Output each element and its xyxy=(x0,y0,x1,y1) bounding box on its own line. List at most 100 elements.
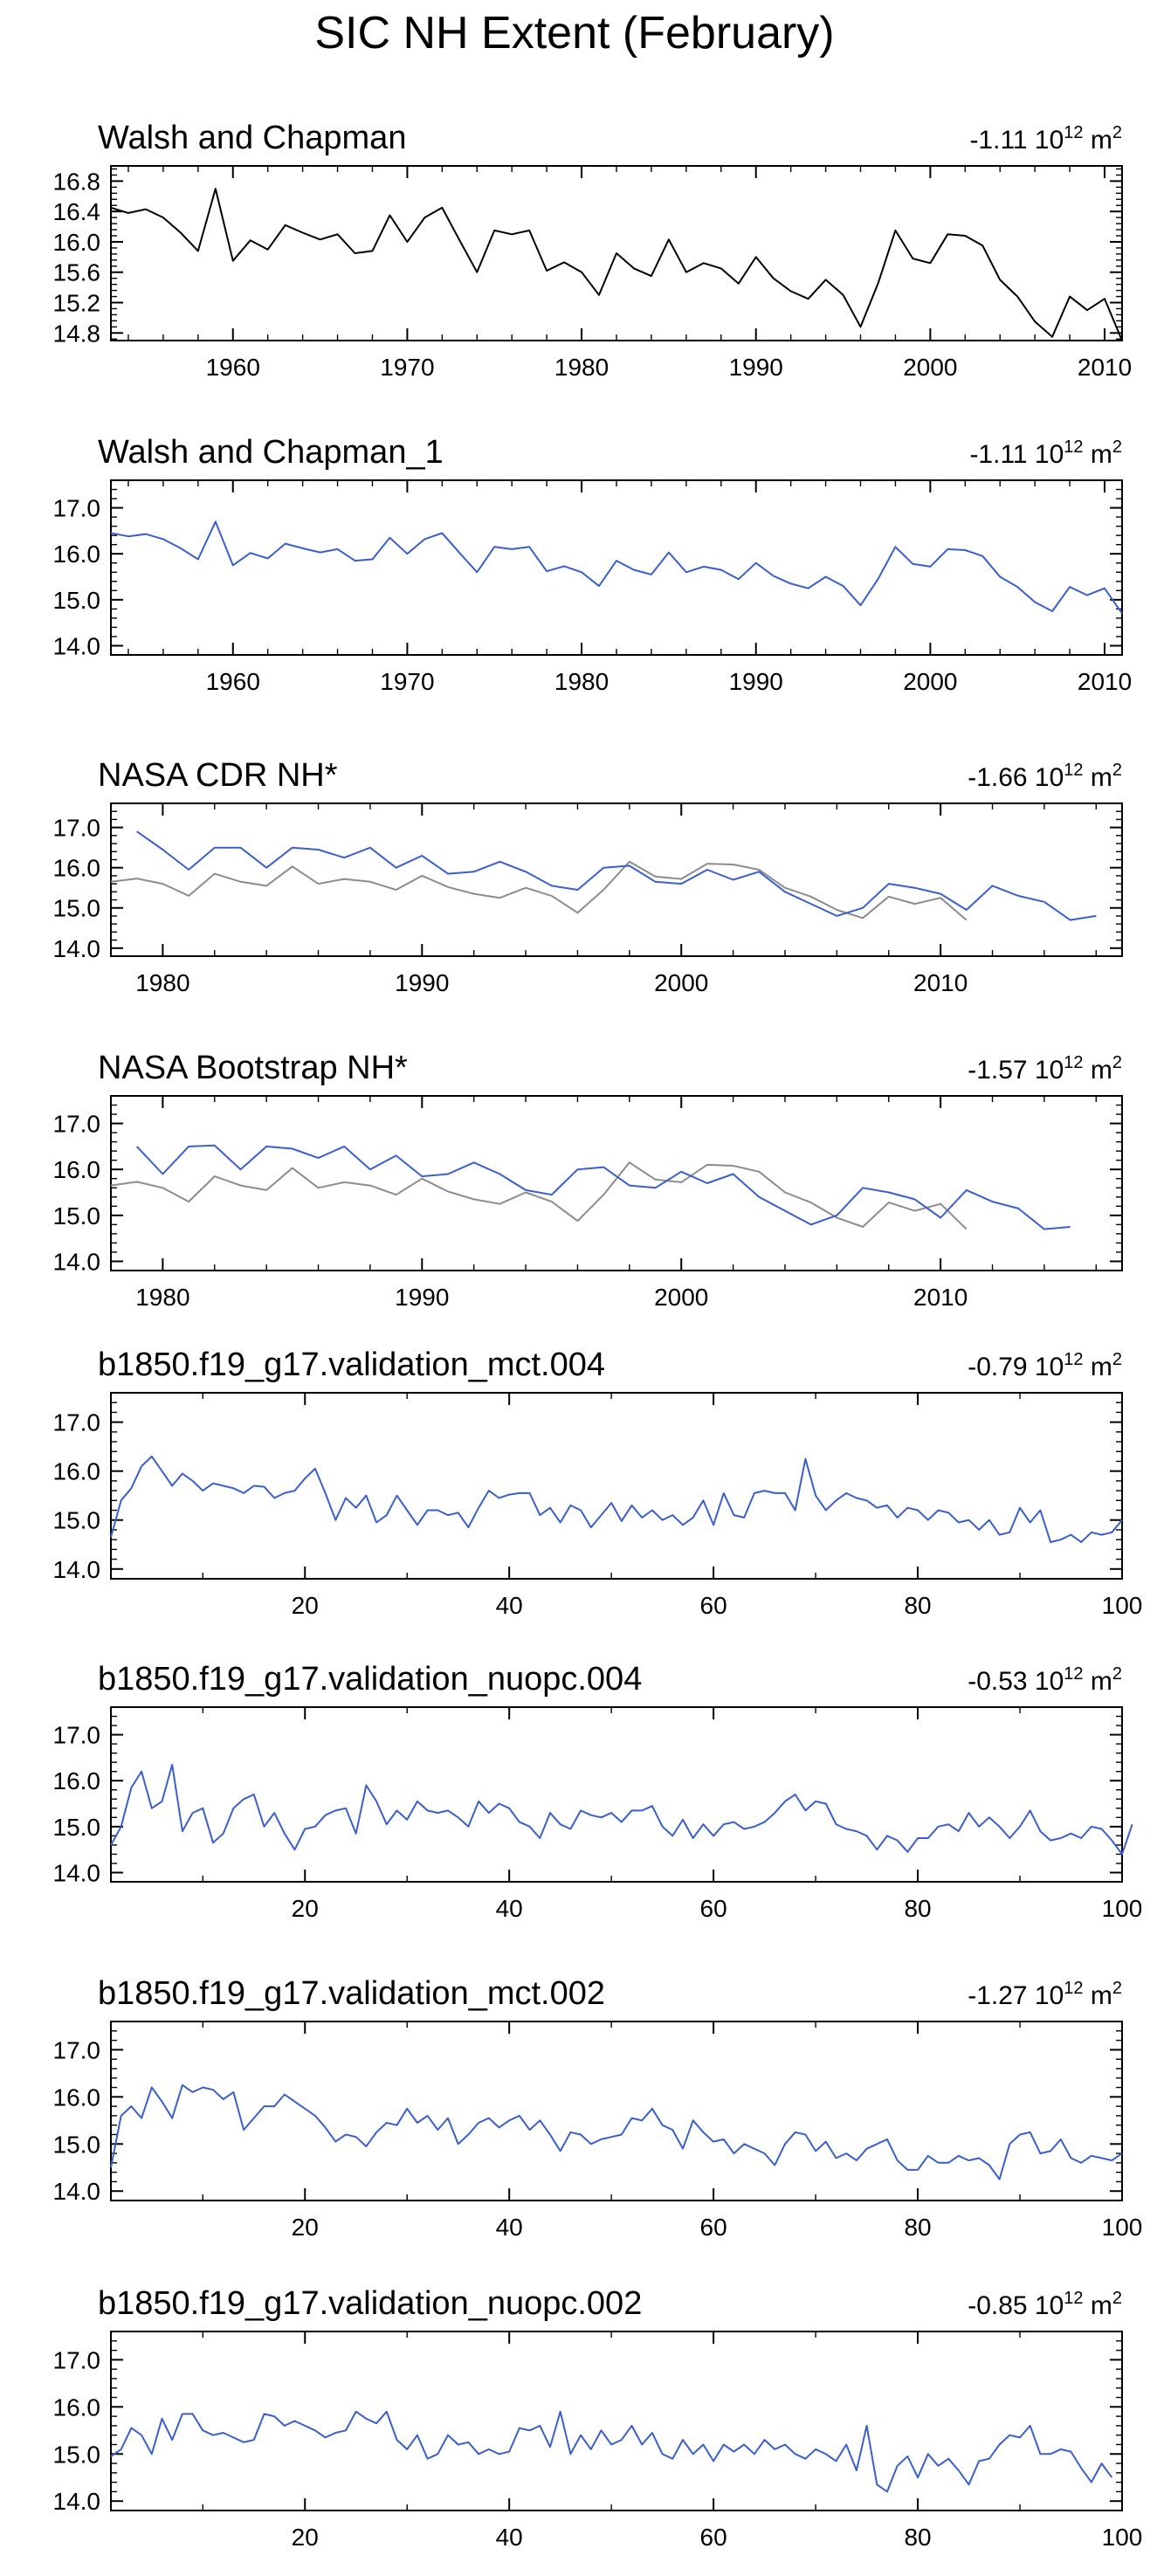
x-tick-label: 2010 xyxy=(913,1284,968,1311)
panel-title: b1850.f19_g17.validation_mct.002 xyxy=(98,1975,605,2012)
x-tick-label: 1970 xyxy=(380,354,434,381)
panel-8: b1850.f19_g17.validation_nuopc.002 -0.85 … xyxy=(53,2285,1143,2551)
y-tick-label: 16.0 xyxy=(53,1767,101,1794)
panel-7: b1850.f19_g17.validation_mct.002 -1.27 10… xyxy=(53,1975,1143,2241)
x-tick-label: 60 xyxy=(700,2524,727,2551)
panel-trend: -1.66 1012 m2 xyxy=(968,761,1122,792)
x-tick-label: 40 xyxy=(496,1895,523,1922)
y-tick-label: 15.0 xyxy=(53,2131,101,2158)
y-tick-label: 16.0 xyxy=(53,855,101,882)
series-line-blue xyxy=(110,2410,1113,2493)
y-tick-label: 17.0 xyxy=(53,1722,101,1749)
y-tick-label: 16.0 xyxy=(53,541,101,568)
y-tick-label: 16.4 xyxy=(53,198,101,225)
y-tick-label: 17.0 xyxy=(53,2036,101,2063)
panel-3: NASA CDR NH* -1.66 1012 m2 14.0 15.0 16.0 17.… xyxy=(53,757,1123,996)
panel-5: b1850.f19_g17.validation_mct.004 -0.79 10… xyxy=(53,1347,1143,1619)
x-tick-label: 1980 xyxy=(554,354,609,381)
panel-title: b1850.f19_g17.validation_nuopc.004 xyxy=(98,1661,642,1698)
y-tick-label: 15.0 xyxy=(53,1202,101,1229)
x-tick-label: 100 xyxy=(1102,2214,1143,2241)
y-tick-label: 14.8 xyxy=(53,320,101,347)
panel-trend: -1.11 1012 m2 xyxy=(969,437,1122,469)
plot-frame xyxy=(110,1095,1123,1271)
x-tick-label: 80 xyxy=(904,2524,931,2551)
x-tick-label: 1990 xyxy=(729,354,783,381)
y-tick-label: 16.0 xyxy=(53,1156,101,1183)
panel-4: NASA Bootstrap NH* -1.57 1012 m2 14.0 15.0 1… xyxy=(53,1050,1123,1311)
y-tick-label: 14.0 xyxy=(53,1556,101,1583)
panel-trend: -1.11 1012 m2 xyxy=(969,123,1122,155)
y-tick-label: 14.0 xyxy=(53,935,101,962)
x-tick-label: 20 xyxy=(292,1592,319,1619)
x-tick-label: 60 xyxy=(700,1592,727,1619)
panel-1: Walsh and Chapman -1.11 1012 m2 14.8 15.2 15… xyxy=(53,120,1133,381)
panel-title: b1850.f19_g17.validation_nuopc.002 xyxy=(98,2285,642,2322)
x-tick-label: 1990 xyxy=(395,969,449,996)
series-line-blue xyxy=(110,520,1123,615)
y-tick-label: 16.0 xyxy=(53,2393,101,2421)
panel-trend: -0.79 1012 m2 xyxy=(968,1350,1122,1381)
panel-title: NASA Bootstrap NH* xyxy=(98,1050,408,1086)
series-line-blue xyxy=(110,1455,1123,1543)
x-tick-label: 2000 xyxy=(654,969,708,996)
plot-frame xyxy=(110,2331,1123,2511)
y-tick-label: 14.0 xyxy=(53,632,101,659)
panel-trend: -0.53 1012 m2 xyxy=(968,1664,1122,1696)
plot-frame xyxy=(110,479,1123,656)
series-line-blue xyxy=(135,1144,1071,1230)
x-tick-label: 2000 xyxy=(903,668,957,695)
x-tick-label: 20 xyxy=(292,2214,319,2241)
panel-title: NASA CDR NH* xyxy=(98,757,338,794)
x-tick-label: 60 xyxy=(700,1895,727,1922)
y-tick-label: 16.8 xyxy=(53,168,101,195)
y-tick-label: 14.0 xyxy=(53,2488,101,2515)
x-tick-label: 1990 xyxy=(395,1284,449,1311)
x-tick-label: 2000 xyxy=(654,1284,708,1311)
x-tick-label: 2010 xyxy=(913,969,968,996)
plot-frame xyxy=(110,1706,1123,1883)
x-tick-label: 40 xyxy=(496,2214,523,2241)
x-tick-label: 1970 xyxy=(380,668,434,695)
panel-title: b1850.f19_g17.validation_mct.004 xyxy=(98,1347,605,1383)
x-tick-label: 1960 xyxy=(206,668,260,695)
series-line-blue xyxy=(136,830,1097,921)
y-tick-label: 16.0 xyxy=(53,1458,101,1485)
figure-title: SIC NH Extent (February) xyxy=(314,8,834,59)
y-tick-label: 15.0 xyxy=(53,895,101,922)
y-tick-label: 17.0 xyxy=(53,1409,101,1436)
y-tick-label: 14.0 xyxy=(53,2178,101,2205)
panel-title: Walsh and Chapman xyxy=(98,120,406,156)
series-line-gray xyxy=(110,1161,968,1230)
plot-frame xyxy=(110,802,1123,957)
plot-frame xyxy=(110,2021,1123,2201)
panel-trend: -1.27 1012 m2 xyxy=(968,1979,1122,2010)
x-tick-label: 1960 xyxy=(206,354,260,381)
panel-trend: -1.57 1012 m2 xyxy=(968,1053,1122,1085)
series-line-blue xyxy=(110,1763,1133,1856)
panel-6: b1850.f19_g17.validation_nuopc.004 -0.53 … xyxy=(53,1661,1143,1922)
y-tick-label: 16.0 xyxy=(53,229,101,256)
x-tick-label: 60 xyxy=(700,2214,727,2241)
x-tick-label: 1980 xyxy=(135,1284,189,1311)
x-tick-label: 1990 xyxy=(729,668,783,695)
panel-2: Walsh and Chapman_1 -1.11 1012 m2 14.0 15.0… xyxy=(53,434,1133,695)
panel-title: Walsh and Chapman_1 xyxy=(98,434,444,471)
y-tick-label: 15.6 xyxy=(53,259,101,286)
x-tick-label: 1980 xyxy=(554,668,609,695)
x-tick-label: 80 xyxy=(904,1895,931,1922)
y-tick-label: 17.0 xyxy=(53,815,101,842)
series-line-gray xyxy=(110,860,968,921)
plot-frame xyxy=(110,1392,1123,1580)
x-tick-label: 2010 xyxy=(1078,354,1132,381)
y-tick-label: 15.0 xyxy=(53,587,101,614)
x-tick-label: 100 xyxy=(1102,1592,1143,1619)
x-tick-label: 80 xyxy=(904,1592,931,1619)
x-tick-label: 40 xyxy=(496,1592,523,1619)
x-tick-label: 20 xyxy=(292,2524,319,2551)
y-tick-label: 15.0 xyxy=(53,1814,101,1841)
x-tick-label: 80 xyxy=(904,2214,931,2241)
x-tick-label: 20 xyxy=(292,1895,319,1922)
y-tick-label: 15.2 xyxy=(53,290,101,317)
